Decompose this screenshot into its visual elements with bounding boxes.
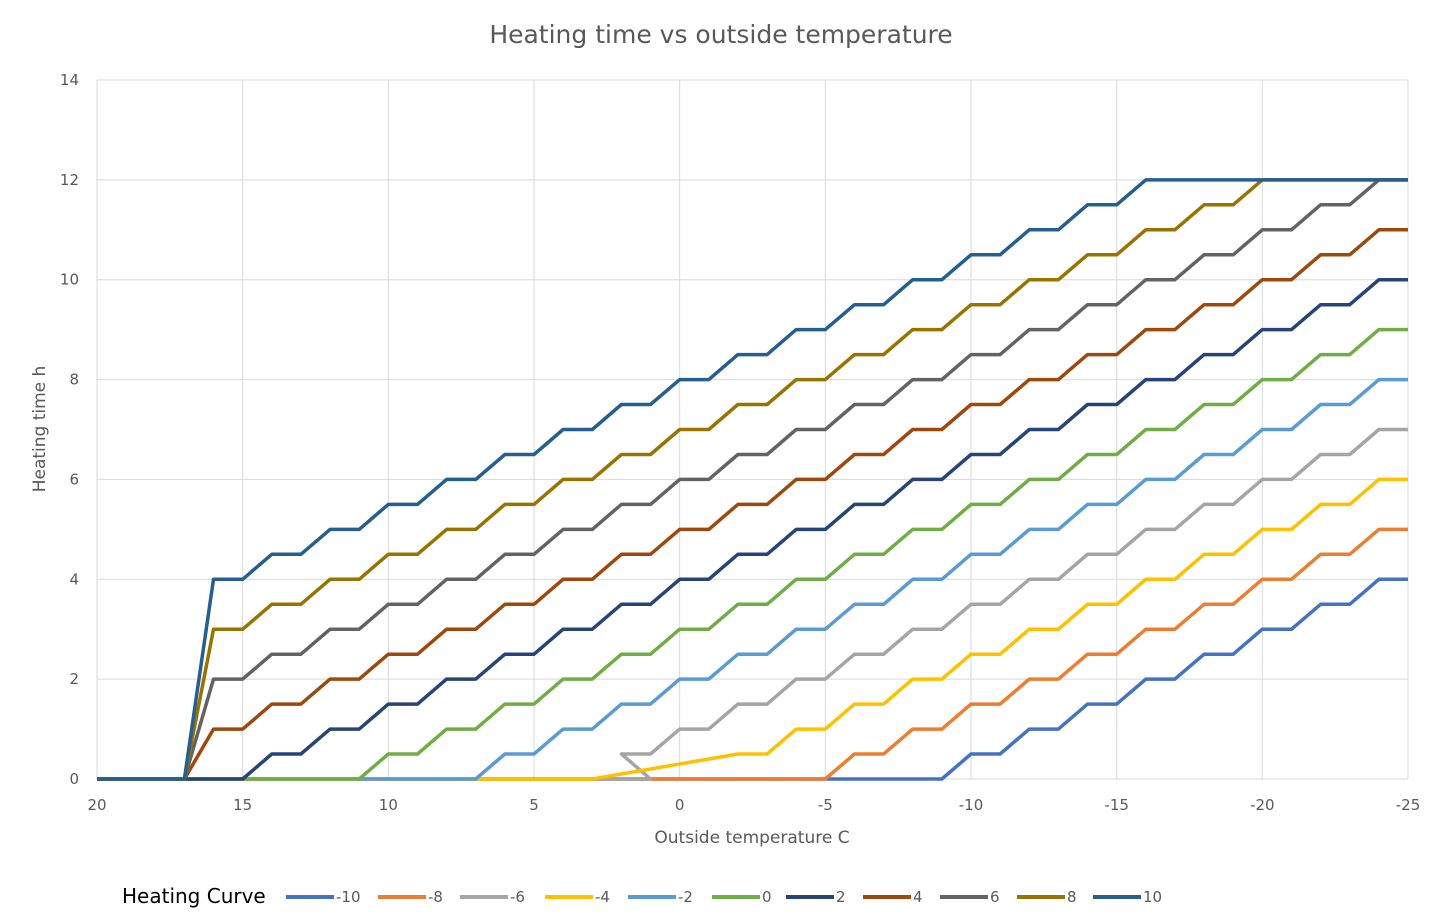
x-tick-label: 15 bbox=[233, 796, 252, 814]
legend-entry: 10 bbox=[1143, 888, 1162, 906]
y-tick-label: 14 bbox=[60, 71, 79, 89]
legend-title: Heating Curve bbox=[122, 884, 266, 908]
y-tick-label: 6 bbox=[69, 470, 79, 488]
series-line-minus2 bbox=[97, 377, 1408, 781]
series-line-6 bbox=[97, 178, 1408, 781]
series-line-minus10 bbox=[97, 577, 1408, 781]
y-tick-label: 12 bbox=[60, 171, 79, 189]
legend-entry: 0 bbox=[762, 888, 772, 906]
y-tick-labels: 0 2 4 6 8 10 12 14 bbox=[60, 71, 79, 788]
series-line-4 bbox=[97, 228, 1408, 781]
legend-entry: 4 bbox=[913, 888, 923, 906]
series-line-10 bbox=[97, 178, 1408, 781]
legend-entry: -8 bbox=[428, 888, 443, 906]
y-tick-label: 2 bbox=[69, 670, 79, 688]
x-tick-label: -15 bbox=[1104, 796, 1129, 814]
y-tick-label: 10 bbox=[60, 271, 79, 289]
legend-entry: -2 bbox=[678, 888, 693, 906]
legend-entry: 6 bbox=[990, 888, 1000, 906]
series-line-minus8 bbox=[97, 527, 1408, 781]
legend-entry: -10 bbox=[336, 888, 361, 906]
legend: Heating Curve -10 -8 -6 -4 -2 0 2 4 6 8 10 bbox=[122, 884, 1162, 908]
chart-title: Heating time vs outside temperature bbox=[489, 20, 952, 49]
y-tick-label: 8 bbox=[69, 371, 79, 389]
legend-entry: 8 bbox=[1067, 888, 1077, 906]
x-tick-label: -10 bbox=[959, 796, 984, 814]
legend-entry: -4 bbox=[595, 888, 610, 906]
x-tick-label: 10 bbox=[379, 796, 398, 814]
series-line-minus4 bbox=[97, 477, 1408, 781]
legend-entry: -6 bbox=[510, 888, 525, 906]
x-tick-label: 20 bbox=[87, 796, 106, 814]
x-tick-label: 5 bbox=[529, 796, 539, 814]
series-line-minus6 bbox=[97, 427, 1408, 781]
series-line-8 bbox=[97, 178, 1408, 781]
y-tick-label: 0 bbox=[69, 770, 79, 788]
x-axis-label: Outside temperature C bbox=[654, 828, 849, 848]
x-tick-label: -5 bbox=[818, 796, 833, 814]
x-tick-labels: 20 15 10 5 0 -5 -10 -15 -20 -25 bbox=[87, 796, 1420, 814]
y-axis-label: Heating time h bbox=[30, 366, 50, 493]
y-tick-label: 4 bbox=[69, 570, 79, 588]
legend-entry: 2 bbox=[836, 888, 846, 906]
x-tick-label: 0 bbox=[675, 796, 685, 814]
series-line-0 bbox=[97, 327, 1408, 781]
x-tick-label: -20 bbox=[1250, 796, 1275, 814]
series-lines bbox=[97, 178, 1408, 781]
gridlines bbox=[96, 79, 1409, 780]
x-tick-label: -25 bbox=[1396, 796, 1421, 814]
series-line-2 bbox=[97, 277, 1408, 781]
